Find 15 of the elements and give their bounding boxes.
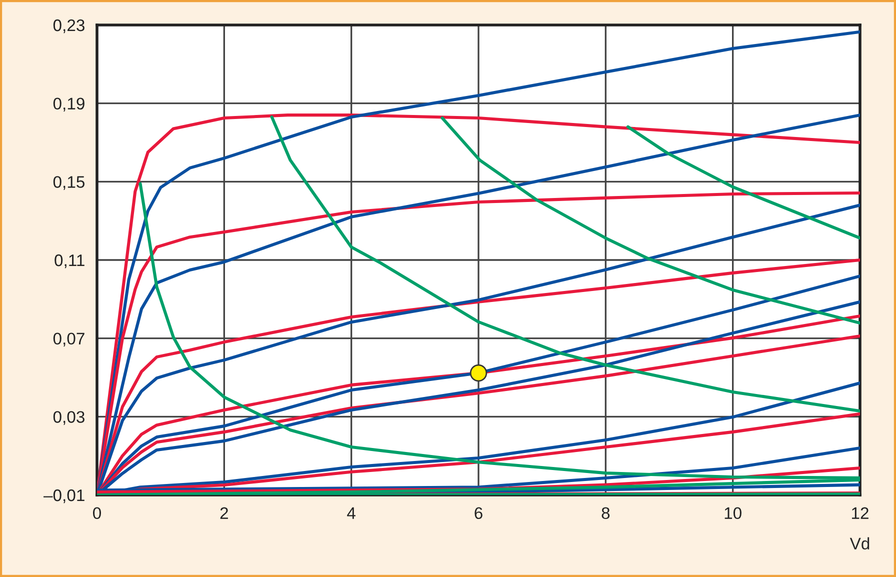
x-tick-label: 2 — [220, 507, 228, 519]
y-tick-label: 0,07 — [53, 332, 84, 347]
y-tick-label: –0,01 — [43, 489, 84, 504]
y-tick-label: 0,23 — [53, 19, 84, 34]
x-tick-label: 4 — [347, 507, 356, 519]
x-axis-title: Vd — [850, 537, 870, 550]
x-tick-label: 10 — [724, 507, 742, 520]
y-tick-label: 0,15 — [53, 176, 84, 190]
x-tick-label: 8 — [602, 507, 610, 520]
x-tick-label: 6 — [474, 507, 482, 520]
y-tick-label: 0,19 — [53, 98, 84, 112]
y-tick-label: 0,03 — [53, 411, 84, 425]
y-tick-label: 0,11 — [54, 254, 84, 268]
x-tick-label: 12 — [852, 507, 868, 519]
x-tick-label: 0 — [93, 507, 101, 520]
